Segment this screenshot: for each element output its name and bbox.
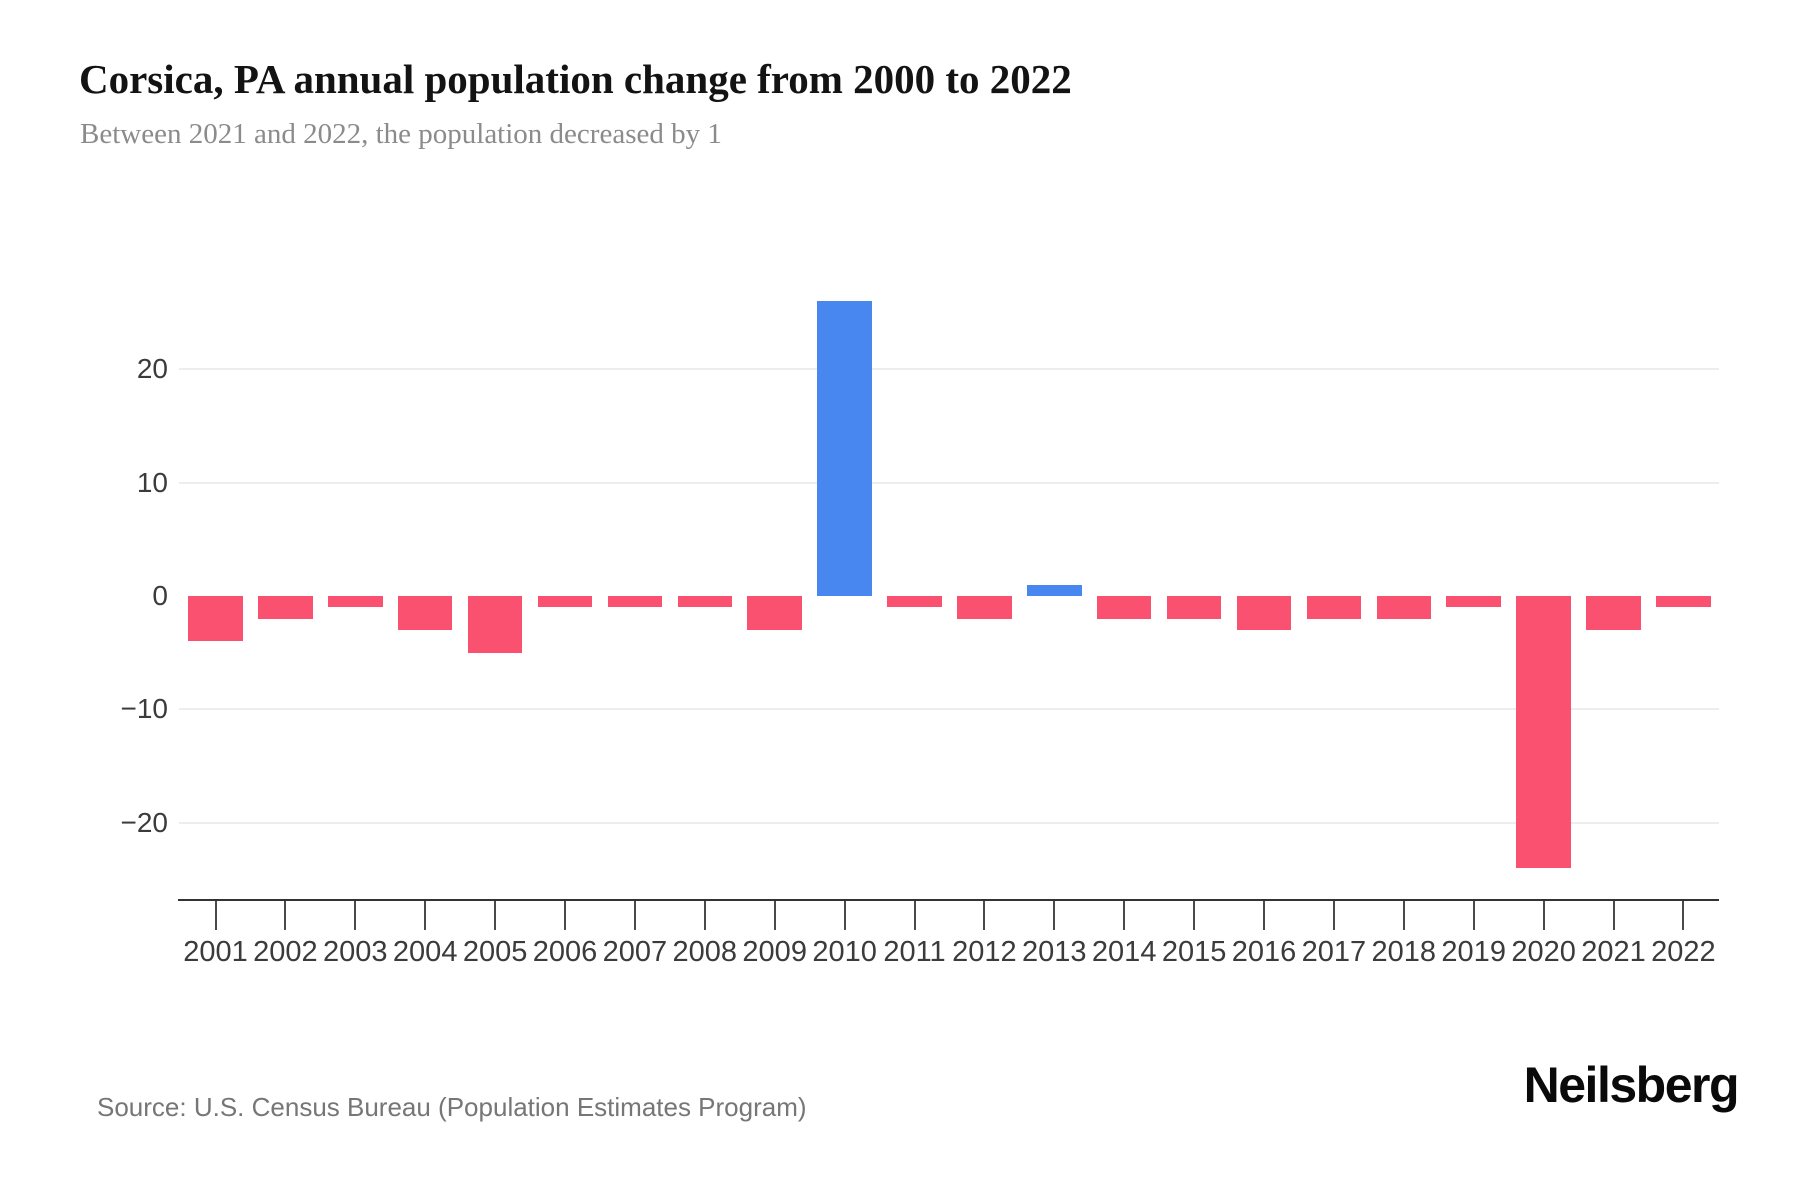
gridline-y--10 <box>179 708 1719 711</box>
gridline-y-20 <box>179 368 1719 371</box>
x-axis-tick-2017 <box>1332 901 1335 930</box>
bar-2014[interactable] <box>1096 596 1152 619</box>
x-axis-label-2010: 2010 <box>812 936 877 968</box>
x-axis-label-2020: 2020 <box>1511 936 1576 968</box>
x-axis-tick-2022 <box>1682 901 1685 930</box>
bar-2019[interactable] <box>1446 596 1501 608</box>
y-axis-label--10: −10 <box>120 693 169 725</box>
bar-2017[interactable] <box>1306 596 1362 619</box>
bar-2011[interactable] <box>887 596 942 608</box>
bar-2018[interactable] <box>1376 596 1432 619</box>
source-text: Source: U.S. Census Bureau (Population E… <box>97 1092 807 1122</box>
y-axis-label-0: 0 <box>152 580 168 611</box>
y-axis-label-10: 10 <box>136 466 168 498</box>
x-axis-label-2022: 2022 <box>1651 936 1716 968</box>
x-axis-tick-2010 <box>843 901 846 930</box>
x-axis-label-2006: 2006 <box>532 936 598 968</box>
x-axis-tick-2018 <box>1402 901 1405 930</box>
bar-2010[interactable] <box>817 301 872 596</box>
y-axis-label-20: 20 <box>136 353 168 385</box>
bar-2016[interactable] <box>1236 596 1292 631</box>
bar-2022[interactable] <box>1656 596 1711 608</box>
bar-2021[interactable] <box>1586 596 1641 631</box>
x-axis-tick-2014 <box>1123 901 1126 930</box>
bar-2013[interactable] <box>1027 584 1082 596</box>
x-axis-label-2002: 2002 <box>253 936 318 968</box>
x-axis-tick-2016 <box>1263 901 1265 930</box>
gridline-y-10 <box>179 481 1719 484</box>
bar-2005[interactable] <box>467 596 523 653</box>
x-axis-label-2019: 2019 <box>1441 936 1506 968</box>
bar-2001[interactable] <box>188 596 243 642</box>
x-axis-tick-2006 <box>564 901 566 930</box>
bar-2009[interactable] <box>747 596 802 631</box>
chart-subtitle: Between 2021 and 2022, the population de… <box>80 118 722 150</box>
x-axis-tick-2008 <box>703 901 706 930</box>
y-axis-label--20: −20 <box>120 806 169 838</box>
bar-2007[interactable] <box>607 596 663 608</box>
x-axis-tick-2020 <box>1542 901 1545 930</box>
bar-2006[interactable] <box>537 596 593 608</box>
x-axis-label-2021: 2021 <box>1581 936 1646 968</box>
x-axis-tick-2001 <box>214 901 217 930</box>
brand-logo: Neilsberg <box>1523 1057 1740 1113</box>
x-axis-tick-2003 <box>354 901 357 930</box>
bar-2015[interactable] <box>1166 596 1222 619</box>
x-axis-label-2007: 2007 <box>602 936 668 968</box>
x-axis-tick-2009 <box>773 901 776 930</box>
x-axis-label-2003: 2003 <box>323 936 388 968</box>
x-axis-label-2001: 2001 <box>183 936 248 968</box>
chart-title: Corsica, PA annual population change fro… <box>79 56 1072 102</box>
x-axis-tick-2004 <box>424 901 427 930</box>
x-axis-label-2016: 2016 <box>1231 936 1297 968</box>
x-axis-label-2013: 2013 <box>1022 936 1087 968</box>
x-axis-label-2012: 2012 <box>952 936 1017 968</box>
x-axis-label-2008: 2008 <box>672 936 738 968</box>
x-axis-label-2004: 2004 <box>392 936 458 968</box>
bar-2020[interactable] <box>1516 596 1571 869</box>
x-axis-label-2017: 2017 <box>1301 936 1367 968</box>
bar-2012[interactable] <box>957 596 1012 619</box>
x-axis-tick-2019 <box>1472 901 1475 930</box>
x-axis-tick-2011 <box>913 901 916 930</box>
bar-2003[interactable] <box>328 596 383 608</box>
x-axis-tick-2002 <box>284 901 287 930</box>
x-axis-label-2011: 2011 <box>883 936 946 968</box>
x-axis-tick-2013 <box>1053 901 1056 930</box>
bar-2008[interactable] <box>677 596 733 608</box>
x-axis-label-2009: 2009 <box>742 936 807 968</box>
gridline-y--20 <box>179 821 1719 824</box>
x-axis-label-2018: 2018 <box>1371 936 1437 968</box>
x-axis-line <box>178 899 1719 901</box>
x-axis-label-2005: 2005 <box>462 936 528 968</box>
bar-2002[interactable] <box>258 596 313 619</box>
x-axis-tick-2021 <box>1612 901 1615 930</box>
x-axis-tick-2012 <box>983 901 986 930</box>
bar-2004[interactable] <box>397 596 453 631</box>
x-axis-label-2014: 2014 <box>1091 936 1157 968</box>
x-axis-tick-2007 <box>633 901 636 930</box>
x-axis-label-2015: 2015 <box>1161 936 1227 968</box>
x-axis-tick-2015 <box>1193 901 1196 930</box>
x-axis-tick-2005 <box>494 901 497 930</box>
